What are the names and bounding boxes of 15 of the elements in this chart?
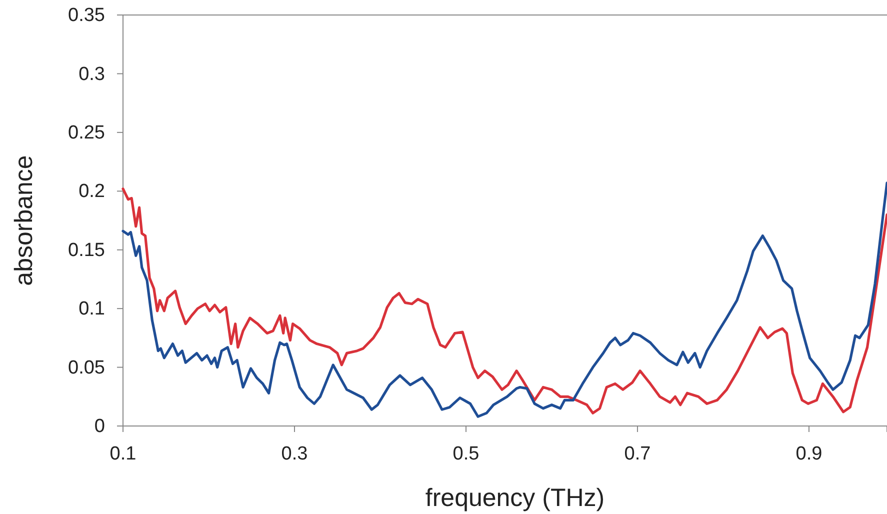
y-tick-label: 0.25 — [68, 122, 105, 144]
x-tick-label: 0.7 — [624, 443, 651, 464]
x-tick-label: 0.3 — [281, 443, 308, 464]
y-tick-label: 0.35 — [68, 5, 105, 26]
y-tick-label: 0.1 — [78, 298, 105, 320]
x-tick-label: 0.1 — [110, 443, 136, 464]
y-tick-label: 0 — [94, 416, 105, 438]
y-tick-label: 0.05 — [68, 357, 105, 378]
y-tick-label: 0.2 — [78, 181, 105, 202]
x-tick-label: 0.9 — [796, 443, 822, 464]
y-tick-label: 0.3 — [78, 64, 105, 85]
x-tick-label: 0.5 — [452, 443, 480, 464]
x-axis-title: frequency (THz) — [425, 484, 605, 512]
y-axis-title: absorbance — [10, 155, 38, 286]
y-tick-label: 0.15 — [68, 240, 105, 261]
